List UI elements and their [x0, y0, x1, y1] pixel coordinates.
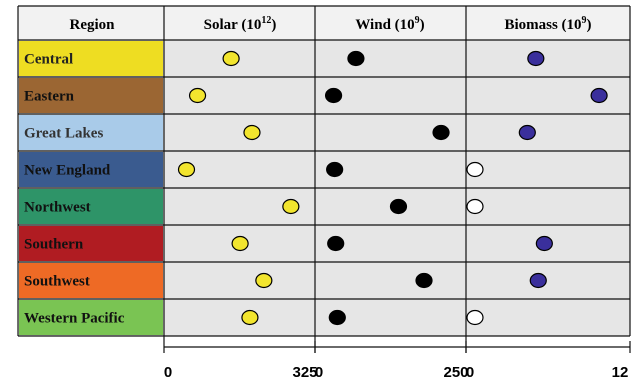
region-cell	[19, 189, 163, 224]
solar-point	[177, 161, 196, 178]
biomass-point	[466, 161, 484, 178]
tick-label: 0	[164, 364, 172, 381]
region-cell	[19, 300, 163, 335]
region-cell	[19, 41, 163, 76]
biomass-point	[535, 235, 553, 252]
region-label: Eastern	[24, 89, 75, 105]
wind-point	[415, 272, 433, 289]
biomass-point	[590, 87, 608, 104]
region-cell	[19, 152, 163, 187]
region-cell	[19, 78, 163, 113]
biomass-point	[466, 198, 484, 215]
tick-label: 250	[443, 364, 468, 381]
header-background	[18, 6, 630, 40]
wind-point	[326, 161, 344, 178]
biomass-point	[529, 272, 547, 289]
region-label: Western Pacific	[24, 311, 125, 327]
wind-point	[328, 309, 346, 326]
region-label: Central	[24, 52, 73, 68]
tick-label: 12	[612, 364, 629, 381]
region-label: Southern	[24, 237, 84, 253]
tick-label: 0	[315, 364, 323, 381]
region-cell	[19, 226, 163, 261]
solar-point	[222, 50, 240, 67]
solar-point	[231, 235, 249, 252]
header-row: Region Solar (1012) Wind (109) Biomass (…	[70, 15, 592, 33]
header-biomass: Biomass (109)	[504, 15, 591, 33]
solar-point	[241, 309, 259, 326]
tick-label: 0	[466, 364, 474, 381]
tick-label: 325	[292, 364, 317, 381]
region-label: Great Lakes	[24, 126, 103, 142]
biomass-point	[527, 50, 545, 67]
solar-point	[282, 198, 300, 215]
header-solar: Solar (1012)	[204, 15, 277, 33]
region-label: Northwest	[24, 200, 91, 216]
biomass-point	[518, 124, 536, 141]
data-markers	[177, 50, 608, 326]
wind-point	[324, 87, 343, 104]
header-wind: Wind (109)	[355, 15, 424, 33]
solar-point	[255, 272, 273, 289]
wind-point	[389, 198, 408, 215]
wind-point	[347, 50, 365, 67]
region-labels: Central Eastern Great Lakes New England Nort…	[19, 41, 163, 335]
region-cell	[19, 263, 163, 298]
region-cell	[19, 115, 163, 150]
biomass-point	[466, 309, 484, 326]
wind-point	[432, 124, 450, 141]
solar-point	[243, 124, 261, 141]
region-label: New England	[24, 163, 111, 179]
grid-lines	[17, 5, 631, 337]
solar-point	[188, 87, 207, 104]
region-label: Southwest	[24, 274, 90, 290]
header-region: Region	[70, 17, 116, 33]
wind-point	[327, 235, 345, 252]
